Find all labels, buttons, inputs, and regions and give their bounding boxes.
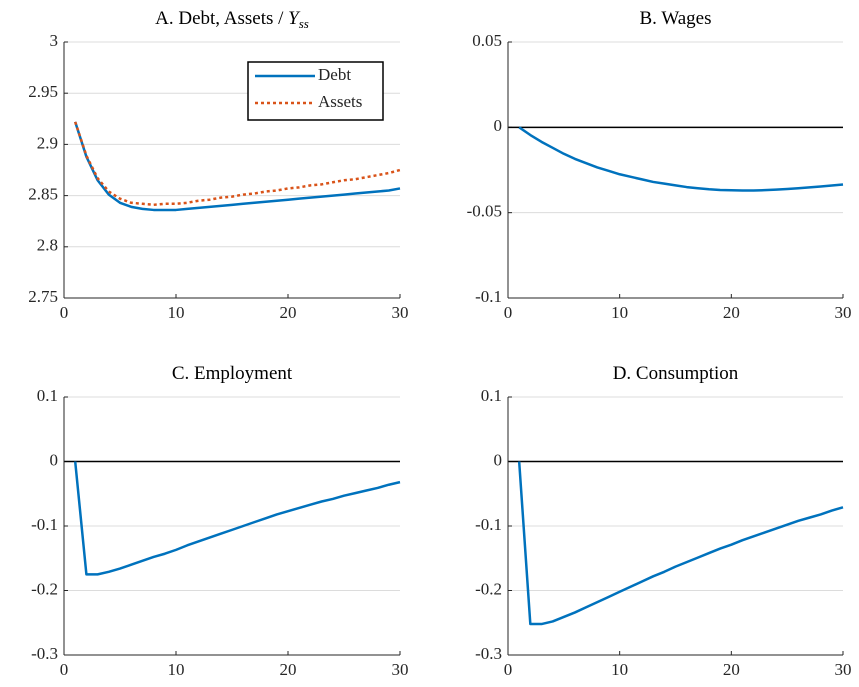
title-symbol: Y bbox=[288, 8, 301, 29]
data-line bbox=[74, 121, 401, 207]
y-tick-label: 2.8 bbox=[37, 236, 58, 255]
x-tick-label: 30 bbox=[392, 660, 409, 679]
y-tick-label: 0.1 bbox=[37, 386, 58, 405]
x-tick-label: 10 bbox=[168, 303, 185, 322]
panel: -0.3 -0.2 -0.1 0 0.1 0 10 20 30 C. Employment bbox=[31, 363, 408, 679]
x-tick-label: 20 bbox=[723, 660, 740, 679]
y-tick-label: -0.2 bbox=[475, 579, 502, 598]
y-tick-label: 0.1 bbox=[481, 386, 502, 405]
x-tick-label: 30 bbox=[835, 660, 852, 679]
panel-title: D. Consumption bbox=[613, 363, 739, 384]
x-tick-label: 20 bbox=[280, 660, 297, 679]
y-tick-label: 0.05 bbox=[472, 31, 502, 50]
y-tick-label: -0.2 bbox=[31, 579, 58, 598]
panel-title: C. Employment bbox=[172, 363, 293, 384]
x-tick-label: 0 bbox=[504, 660, 513, 679]
y-tick-label: 2.75 bbox=[28, 287, 58, 306]
y-tick-label: 0 bbox=[50, 450, 59, 469]
legend-label: Debt bbox=[318, 65, 351, 84]
y-tick-label: -0.3 bbox=[475, 644, 502, 663]
x-tick-label: 30 bbox=[392, 303, 409, 322]
y-tick-label: -0.3 bbox=[31, 644, 58, 663]
panel: -0.1 -0.05 0 0.05 0 10 20 30 B. Wages bbox=[467, 8, 852, 322]
title-subscript: ss bbox=[299, 16, 309, 31]
y-tick-label: -0.1 bbox=[475, 287, 502, 306]
title-text: B. Wages bbox=[639, 8, 711, 29]
y-tick-label: -0.05 bbox=[467, 202, 502, 221]
x-tick-label: 0 bbox=[60, 303, 69, 322]
y-tick-label: -0.1 bbox=[31, 515, 58, 534]
panel: -0.3 -0.2 -0.1 0 0.1 0 10 20 30 D. Consumption bbox=[475, 363, 851, 679]
title-text: D. Consumption bbox=[613, 363, 739, 384]
title-text: C. Employment bbox=[172, 363, 293, 384]
data-line bbox=[73, 461, 401, 576]
x-tick-label: 10 bbox=[168, 660, 185, 679]
y-tick-label: 2.95 bbox=[28, 82, 58, 101]
y-tick-label: 0 bbox=[494, 450, 503, 469]
data-line bbox=[517, 461, 844, 626]
data-line bbox=[74, 121, 401, 212]
legend-label: Assets bbox=[318, 92, 362, 111]
panel-title: A. Debt, Assets / Yss bbox=[155, 8, 309, 31]
data-line bbox=[518, 126, 844, 192]
x-tick-label: 20 bbox=[723, 303, 740, 322]
x-tick-label: 0 bbox=[504, 303, 513, 322]
y-tick-label: 0 bbox=[494, 116, 503, 135]
y-tick-label: -0.1 bbox=[475, 515, 502, 534]
x-tick-label: 20 bbox=[280, 303, 297, 322]
y-tick-label: 2.9 bbox=[37, 133, 58, 152]
panel-title: B. Wages bbox=[639, 8, 711, 29]
x-tick-label: 10 bbox=[611, 303, 628, 322]
y-tick-label: 3 bbox=[50, 31, 59, 50]
x-tick-label: 30 bbox=[835, 303, 852, 322]
x-tick-label: 10 bbox=[611, 660, 628, 679]
x-tick-label: 0 bbox=[60, 660, 69, 679]
legend-box bbox=[247, 61, 384, 121]
title-text: A. Debt, Assets / bbox=[155, 8, 288, 29]
y-tick-label: 2.85 bbox=[28, 185, 58, 204]
